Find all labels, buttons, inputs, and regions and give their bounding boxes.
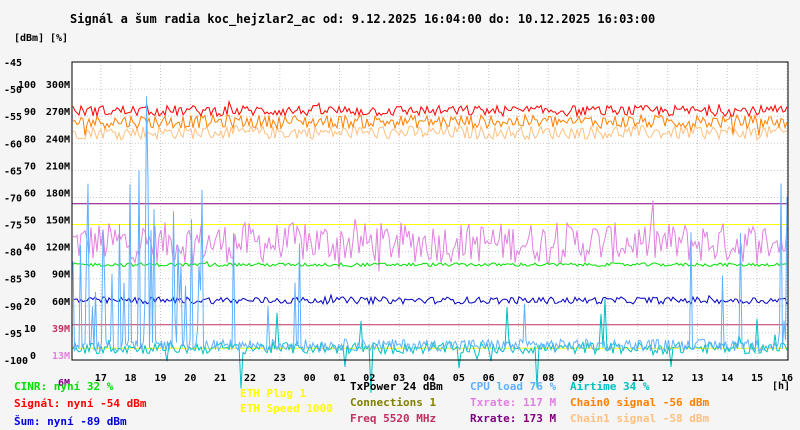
- y-dbm-tick-label: -50: [4, 85, 22, 96]
- legend-eth-speed: ETH Speed 1000: [240, 402, 333, 415]
- x-tick-label: 10: [602, 373, 614, 384]
- y-pct-tick-label: 40: [24, 243, 36, 254]
- y-pct-tick-label: 100: [18, 80, 36, 91]
- chart-title: Signál a šum radia koc_hejzlar2_ac od: 9…: [70, 12, 655, 27]
- signal-series: [72, 99, 788, 118]
- legend-signal: Signál: nyní -54 dBm: [14, 397, 147, 410]
- x-tick-label: 11: [632, 373, 644, 384]
- y-pct-tick-label: 60: [24, 188, 36, 199]
- x-tick-label: 22: [244, 373, 256, 384]
- legend-chain0: Chain0 signal -56 dBm: [570, 396, 710, 409]
- x-tick-label: 20: [184, 373, 196, 384]
- unit-hours: [h]: [772, 381, 790, 392]
- y-dbm-tick-label: -85: [4, 275, 22, 286]
- y-pct-tick-label: 70: [24, 161, 36, 172]
- legend-chain1: Chain1 signal -58 dBm: [570, 412, 710, 425]
- y-rate-tick-label: 300M: [46, 80, 70, 91]
- x-tick-label: 06: [483, 373, 495, 384]
- legend-airtime: Airtime 34 %: [570, 380, 650, 393]
- y-dbm-tick-label: -55: [4, 112, 22, 123]
- x-tick-label: 04: [423, 373, 435, 384]
- y-dbm-tick-label: -95: [4, 329, 22, 340]
- x-tick-label: 23: [274, 373, 286, 384]
- legend-cinr: CINR: nyní 32 %: [14, 380, 114, 393]
- x-tick-label: 13: [691, 373, 703, 384]
- cpu-series: [72, 96, 788, 353]
- x-tick-label: 18: [125, 373, 137, 384]
- x-tick-label: 01: [333, 373, 345, 384]
- legend-freq: Freq 5520 MHz: [350, 412, 437, 425]
- x-tick-label: 03: [393, 373, 405, 384]
- x-tick-label: 17: [95, 373, 107, 384]
- x-tick-label: 16: [781, 373, 793, 384]
- plot-border: [71, 61, 789, 361]
- x-tick-label: 08: [542, 373, 554, 384]
- y-pct-tick-label: 30: [24, 270, 36, 281]
- plot-background: [72, 62, 788, 360]
- y-rate-tick-label: 13M: [52, 351, 70, 362]
- legend-txpower: TxPower 24 dBm: [350, 380, 443, 393]
- unit-dbm: [dBm]: [14, 33, 44, 44]
- y-dbm-tick-label: -70: [4, 193, 22, 204]
- y-dbm-tick-label: -100: [4, 356, 28, 367]
- y-rate-tick-label: 150M: [46, 216, 70, 227]
- x-tick-label: 09: [572, 373, 584, 384]
- x-tick-label: 19: [154, 373, 166, 384]
- y-pct-tick-label: 20: [24, 297, 36, 308]
- x-tick-label: 15: [751, 373, 763, 384]
- legend-connections: Connections 1: [350, 396, 437, 409]
- y-rate-tick-label: 120M: [46, 243, 70, 254]
- legend-txrate: Txrate: 117 M: [470, 396, 557, 409]
- y-pct-tick-label: 10: [24, 324, 36, 335]
- x-tick-label: 07: [512, 373, 524, 384]
- x-tick-label: 21: [214, 373, 226, 384]
- y-dbm-tick-label: -65: [4, 166, 22, 177]
- legend-cpu: CPU load 76 %: [470, 380, 557, 393]
- series-group: [72, 96, 788, 393]
- unit-pct: [%]: [50, 33, 68, 44]
- x-tick-label: 05: [453, 373, 465, 384]
- legend-noise: Šum: nyní -89 dBm: [14, 415, 127, 428]
- x-tick-label: 12: [662, 373, 674, 384]
- y-pct-tick-label: 80: [24, 134, 36, 145]
- chain0-series: [72, 112, 788, 136]
- airtime-series: [72, 298, 788, 393]
- y-dbm-tick-label: -60: [4, 139, 22, 150]
- y-rate-tick-label: 39M: [52, 324, 70, 335]
- y-rate-tick-label: 60M: [52, 297, 70, 308]
- legend-rxrate: Rxrate: 173 M: [470, 412, 557, 425]
- y-pct-tick-label: 90: [24, 107, 36, 118]
- y-rate-tick-label: 210M: [46, 161, 70, 172]
- y-pct-tick-label: 50: [24, 216, 36, 227]
- chain1-series: [72, 124, 788, 141]
- axis-labels: 17 18 19 20 21 22 23 00 01 02 03 04 05 06 07 08 09 10 11 12…: [4, 58, 793, 389]
- y-rate-tick-label: 6M: [58, 378, 70, 389]
- y-rate-tick-label: 270M: [46, 107, 70, 118]
- y-dbm-tick-label: -45: [4, 58, 22, 69]
- x-tick-label: 02: [363, 373, 375, 384]
- y-rate-tick-label: 90M: [52, 270, 70, 281]
- y-dbm-tick-label: -90: [4, 302, 22, 313]
- x-tick-label: 14: [721, 373, 733, 384]
- y-pct-tick-label: 0: [30, 351, 36, 362]
- y-rate-tick-label: 180M: [46, 188, 70, 199]
- legend-eth-plug: ETH Plug 1: [240, 387, 307, 400]
- y-rate-tick-label: 240M: [46, 134, 70, 145]
- y-dbm-tick-label: -80: [4, 248, 22, 259]
- y-dbm-tick-label: -75: [4, 221, 22, 232]
- x-tick-label: 00: [304, 373, 316, 384]
